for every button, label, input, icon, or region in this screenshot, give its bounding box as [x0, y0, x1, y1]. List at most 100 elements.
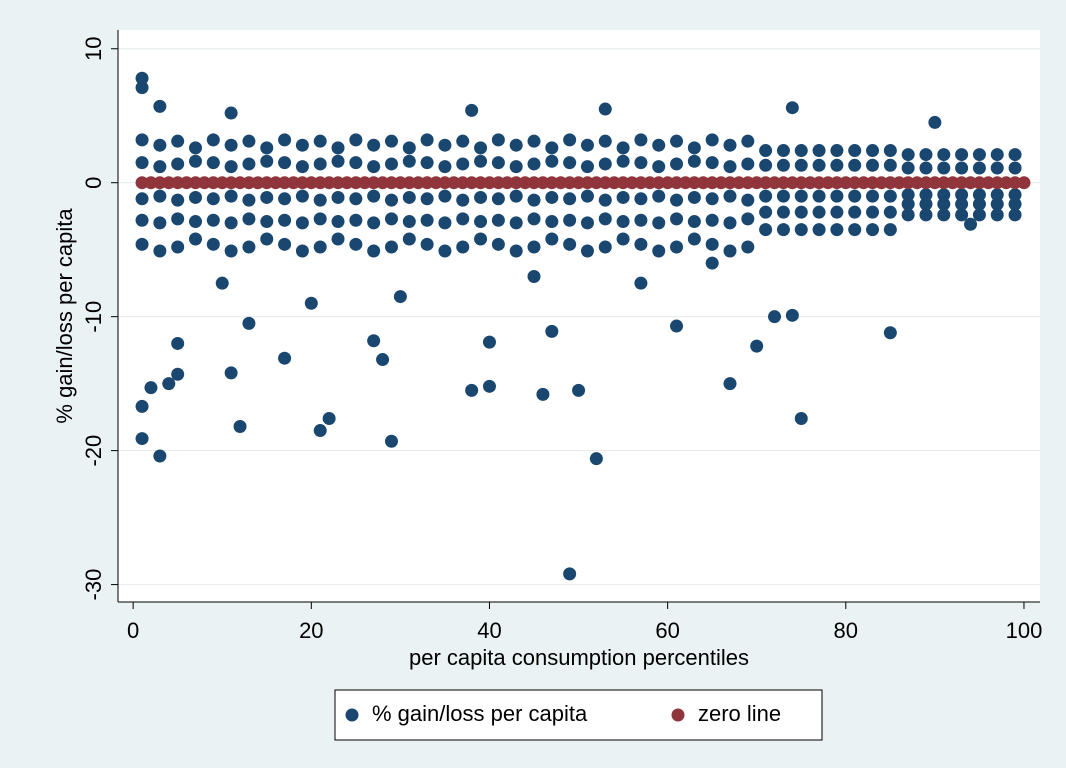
point [821, 176, 835, 190]
point [616, 141, 630, 155]
point [830, 223, 844, 237]
point [937, 188, 951, 202]
point [670, 193, 684, 207]
point [598, 193, 612, 207]
point [206, 213, 220, 227]
point [830, 176, 844, 190]
point [1008, 208, 1022, 222]
point [367, 189, 381, 203]
point [972, 188, 986, 202]
point [260, 232, 274, 246]
point [189, 141, 203, 155]
point [972, 176, 986, 190]
point [687, 176, 701, 190]
point [990, 176, 1004, 190]
point [295, 244, 309, 258]
point [545, 190, 559, 204]
point [794, 189, 808, 203]
point [402, 215, 416, 229]
point [171, 157, 185, 171]
point [295, 176, 309, 190]
point [572, 176, 586, 190]
point [144, 176, 158, 190]
point [866, 189, 880, 203]
point [206, 237, 220, 251]
point [563, 176, 577, 190]
point [331, 141, 345, 155]
point [367, 160, 381, 174]
point [429, 176, 443, 190]
x-tick-label: 20 [299, 618, 323, 643]
point [313, 134, 327, 148]
point [171, 367, 185, 381]
point [999, 176, 1013, 190]
point [135, 81, 149, 95]
point [438, 244, 452, 258]
point [634, 156, 648, 170]
point [402, 232, 416, 246]
point [313, 176, 327, 190]
x-tick-label: 40 [477, 618, 501, 643]
point [883, 223, 897, 237]
point [322, 176, 336, 190]
point [135, 71, 149, 85]
point [598, 157, 612, 171]
point [545, 324, 559, 338]
point [260, 154, 274, 168]
point [224, 160, 238, 174]
point [224, 106, 238, 120]
point [670, 176, 684, 190]
point [687, 232, 701, 246]
point [474, 215, 488, 229]
point [919, 161, 933, 175]
point [251, 176, 265, 190]
point [384, 212, 398, 226]
point [714, 176, 728, 190]
point [224, 138, 238, 152]
point [509, 138, 523, 152]
point [670, 319, 684, 333]
point [527, 176, 541, 190]
point [883, 144, 897, 158]
point [438, 189, 452, 203]
legend-label: zero line [698, 701, 781, 726]
point [491, 237, 505, 251]
point [465, 383, 479, 397]
point [883, 176, 897, 190]
point [919, 208, 933, 222]
point [331, 232, 345, 246]
point [687, 190, 701, 204]
point [634, 133, 648, 147]
point [964, 217, 978, 231]
point [384, 134, 398, 148]
point [384, 240, 398, 254]
legend-marker [671, 708, 685, 722]
point [162, 176, 176, 190]
point [812, 189, 826, 203]
point [313, 193, 327, 207]
point [634, 276, 648, 290]
point [545, 154, 559, 168]
point [367, 334, 381, 348]
point [759, 205, 773, 219]
point [759, 176, 773, 190]
point [901, 176, 915, 190]
point [242, 316, 256, 330]
point [420, 213, 434, 227]
point [153, 138, 167, 152]
point [474, 154, 488, 168]
point [536, 176, 550, 190]
point [759, 158, 773, 172]
point [892, 176, 906, 190]
point [1008, 176, 1022, 190]
point [358, 176, 372, 190]
point [741, 157, 755, 171]
point [447, 176, 461, 190]
point [990, 197, 1004, 211]
point [723, 244, 737, 258]
point [580, 216, 594, 230]
point [206, 156, 220, 170]
point [937, 161, 951, 175]
point [491, 156, 505, 170]
point [420, 176, 434, 190]
